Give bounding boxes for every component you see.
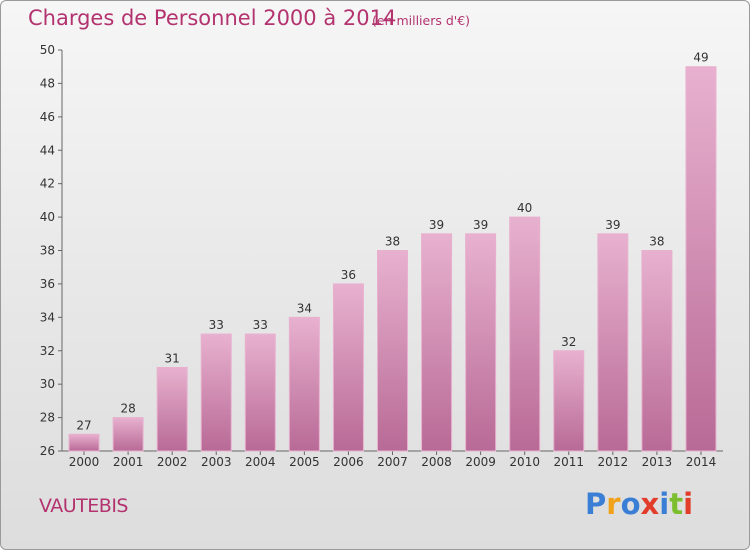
data-label-2000: 27 xyxy=(76,418,91,432)
data-label-2004: 33 xyxy=(253,318,268,332)
bar-2003 xyxy=(200,333,232,452)
bar-2002 xyxy=(156,366,188,452)
data-label-2012: 39 xyxy=(605,218,620,232)
axes: 26 28 30 32 34 36 38 40 42 44 46 48 50 xyxy=(40,43,723,458)
data-label-2009: 39 xyxy=(473,218,488,232)
data-label-2003: 33 xyxy=(209,318,224,332)
y-tick-label: 50 xyxy=(40,43,55,57)
x-tick-label-2005: 2005 xyxy=(289,455,320,469)
logo-letter: o xyxy=(620,487,641,521)
y-tick-label: 46 xyxy=(40,110,55,124)
y-tick-label: 34 xyxy=(40,310,55,324)
y-tick-label: 36 xyxy=(40,277,55,291)
x-tick-label-2007: 2007 xyxy=(377,455,408,469)
bar-2001 xyxy=(112,417,144,452)
data-label-2005: 34 xyxy=(297,301,312,315)
bar-2008 xyxy=(421,233,453,452)
data-label-2008: 39 xyxy=(429,218,444,232)
data-label-2014: 49 xyxy=(693,51,708,65)
x-tick-label-2002: 2002 xyxy=(157,455,188,469)
chart-subtitle: (en milliers d'€) xyxy=(372,13,471,28)
data-label-2013: 38 xyxy=(649,235,664,249)
proxiti-logo: Proxiti xyxy=(585,487,693,521)
data-label-2006: 36 xyxy=(341,268,356,282)
x-tick-label-2013: 2013 xyxy=(642,455,673,469)
x-tick-label-2010: 2010 xyxy=(509,455,540,469)
y-tick-label: 28 xyxy=(40,411,55,425)
y-tick-label: 40 xyxy=(40,210,55,224)
x-tick-label-2011: 2011 xyxy=(553,455,584,469)
y-tick-label: 42 xyxy=(40,177,55,191)
x-tick-label-2006: 2006 xyxy=(333,455,364,469)
x-tick-label-2008: 2008 xyxy=(421,455,452,469)
bar-2005 xyxy=(288,316,320,452)
data-label-2002: 31 xyxy=(165,351,180,365)
logo-letter: P xyxy=(585,487,607,521)
x-tick-label-2000: 2000 xyxy=(69,455,100,469)
x-tick-label-2004: 2004 xyxy=(245,455,276,469)
x-tick-label-2001: 2001 xyxy=(113,455,144,469)
bar-2000 xyxy=(68,433,100,452)
labels: 27 2000 28 2001 31 2002 33 2003 33 2004 34 2005 36 20… xyxy=(69,51,716,469)
bar-2006 xyxy=(332,283,364,452)
x-tick-label-2009: 2009 xyxy=(465,455,496,469)
y-tick-label: 38 xyxy=(40,244,55,258)
data-label-2011: 32 xyxy=(561,335,576,349)
x-tick-label-2014: 2014 xyxy=(686,455,717,469)
y-tick-label: 30 xyxy=(40,377,55,391)
logo-letter: i xyxy=(683,487,694,521)
bar-2007 xyxy=(377,250,408,452)
commune-name: VAUTEBIS xyxy=(39,495,129,517)
x-tick-label-2012: 2012 xyxy=(598,455,629,469)
logo-letter: x xyxy=(640,487,660,521)
bar-2012 xyxy=(597,233,629,452)
chart-title: Charges de Personnel 2000 à 2014 xyxy=(28,6,397,30)
logo-letter: i xyxy=(659,487,670,521)
data-label-2001: 28 xyxy=(120,402,135,416)
y-tick-label: 26 xyxy=(40,444,55,458)
bar-2011 xyxy=(553,350,585,452)
data-label-2007: 38 xyxy=(385,235,400,249)
y-tick-label: 48 xyxy=(40,76,55,90)
bar-2004 xyxy=(244,333,276,452)
y-tick-label: 32 xyxy=(40,344,55,358)
bar-2009 xyxy=(465,233,497,452)
y-tick-label: 44 xyxy=(40,143,55,157)
logo-letter: t xyxy=(669,487,684,521)
logo-letter: r xyxy=(606,487,621,521)
data-label-2010: 40 xyxy=(517,201,532,215)
bar-2010 xyxy=(509,216,541,452)
bar-2013 xyxy=(641,250,673,452)
bars xyxy=(68,66,717,452)
bar-2014 xyxy=(685,66,717,452)
x-tick-label-2003: 2003 xyxy=(201,455,232,469)
